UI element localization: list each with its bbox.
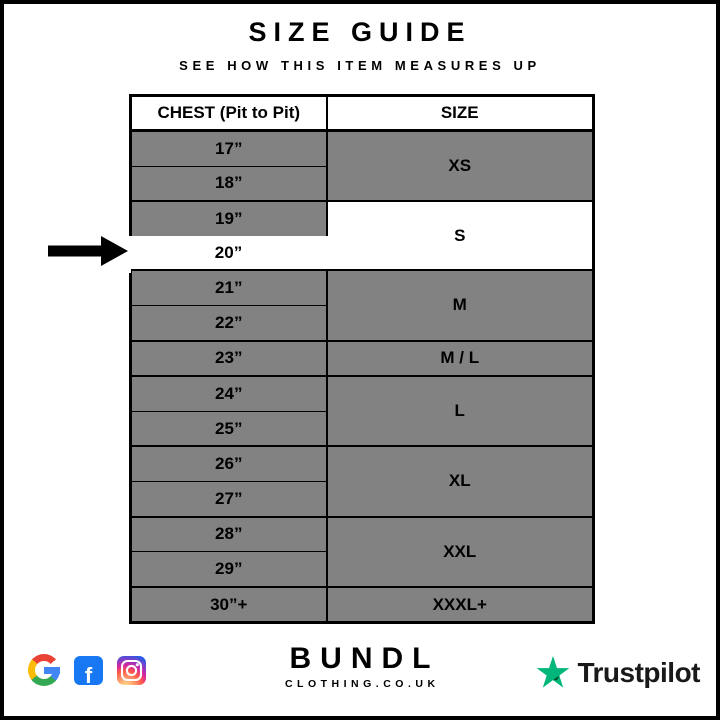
table-row: 30”+ XXXL+ xyxy=(130,585,594,624)
trustpilot-logo: Trustpilot xyxy=(535,656,700,690)
size-cell-xxxl-plus: XXXL+ xyxy=(325,585,594,623)
table-row: 17” XS xyxy=(130,129,594,202)
chest-cell-27in: 27” xyxy=(130,481,327,518)
chest-cell-18in: 18” xyxy=(130,166,327,202)
trustpilot-label: Trustpilot xyxy=(577,657,700,688)
chest-cell-25in: 25” xyxy=(130,411,327,447)
size-cell-xs: XS xyxy=(325,129,594,202)
chest-cell-22in: 22” xyxy=(130,305,327,342)
chest-cell-23in: 23” xyxy=(130,339,327,377)
page-title: SIZE GUIDE xyxy=(248,17,472,47)
trustpilot-star-icon xyxy=(537,656,570,688)
chest-cell-21in: 21” xyxy=(130,269,327,306)
table-row: 27” xyxy=(130,481,594,518)
size-cell-xl: XL xyxy=(325,445,594,517)
instagram-icon xyxy=(117,655,146,685)
chest-cell-28in: 28” xyxy=(130,515,327,553)
table-row: 28” XXL xyxy=(130,515,594,587)
size-cell-xxl: XXL xyxy=(325,515,594,587)
table-row: 24” L xyxy=(130,375,594,447)
brand-name: BUNDL xyxy=(289,642,440,675)
instagram-camera-glyph xyxy=(120,659,143,681)
table-header-row: CHEST (Pit to Pit) SIZE xyxy=(130,95,594,132)
google-icon-bar xyxy=(44,666,60,674)
table-row: 19” S xyxy=(130,200,594,271)
chest-cell-19in: 19” xyxy=(130,200,327,236)
facebook-icon: f xyxy=(74,655,103,685)
footer: f BUNDL CLOTHING.CO.UK Trustpilot xyxy=(4,640,716,716)
table-row: 22” xyxy=(130,305,594,342)
chest-cell-30in-plus: 30”+ xyxy=(130,585,327,624)
table-row: 18” xyxy=(130,166,594,202)
table-row: 26” XL xyxy=(130,445,594,517)
table-row: 29” xyxy=(130,551,594,588)
size-cell-s: S xyxy=(325,200,594,271)
size-table: CHEST (Pit to Pit) SIZE 17” XS 18” 19” S… xyxy=(129,94,595,625)
chest-cell-20in-highlighted: 20” xyxy=(130,235,327,271)
social-icons: f xyxy=(28,654,146,686)
chest-cell-29in: 29” xyxy=(130,551,327,588)
page-subtitle: SEE HOW THIS ITEM MEASURES UP xyxy=(179,58,541,73)
brand-domain: CLOTHING.CO.UK xyxy=(284,678,440,690)
table-row: 25” xyxy=(130,411,594,447)
google-icon xyxy=(28,654,60,686)
size-cell-m-l: M / L xyxy=(325,339,594,377)
brand-logo: BUNDL CLOTHING.CO.UK xyxy=(280,642,440,691)
facebook-letter: f xyxy=(84,662,93,685)
table-row: 21” M xyxy=(130,269,594,341)
chest-column-header: CHEST (Pit to Pit) xyxy=(130,95,327,132)
table-row: 23” M / L xyxy=(130,339,594,377)
size-cell-m: M xyxy=(325,269,594,341)
size-cell-l: L xyxy=(325,375,594,447)
chest-cell-26in: 26” xyxy=(130,445,327,482)
row-pointer-arrow-icon xyxy=(48,236,128,271)
size-column-header: SIZE xyxy=(325,95,594,132)
chest-cell-17in: 17” xyxy=(130,129,327,167)
chest-cell-24in: 24” xyxy=(130,375,327,412)
highlight-border-gap xyxy=(123,242,131,273)
